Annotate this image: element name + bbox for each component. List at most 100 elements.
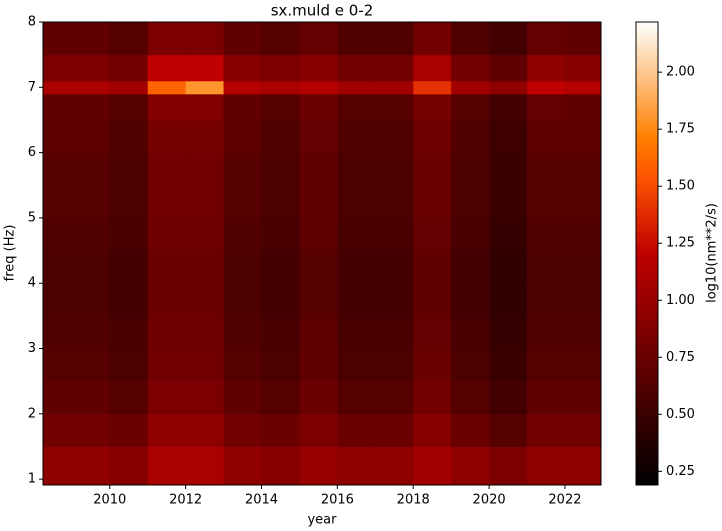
heatmap-cell xyxy=(527,315,566,350)
heatmap-cell xyxy=(109,381,149,415)
heatmap-cell xyxy=(564,185,602,219)
heatmap-cell xyxy=(337,119,376,154)
heatmap-cell xyxy=(223,381,262,415)
heatmap-cell xyxy=(489,93,528,121)
heatmap-cell xyxy=(337,446,376,486)
heatmap-cell xyxy=(413,283,452,317)
heatmap-cell xyxy=(375,348,414,382)
heatmap-cell xyxy=(147,217,187,252)
heatmap-cell xyxy=(71,93,111,121)
heatmap-cell xyxy=(185,152,225,186)
heatmap-cell xyxy=(489,217,528,252)
heatmap-cell xyxy=(109,54,149,82)
heatmap-cell xyxy=(43,315,73,350)
heatmap-cell xyxy=(564,217,602,252)
heatmap-cell xyxy=(185,217,225,252)
colorbar-tick-label: 0.75 xyxy=(666,350,695,365)
heatmap-cell xyxy=(489,22,528,56)
heatmap-cell xyxy=(223,250,262,284)
x-axis-label: year xyxy=(307,513,337,528)
heatmap-cell xyxy=(451,119,490,154)
heatmap-cell xyxy=(489,381,528,415)
heatmap-cell xyxy=(147,315,187,350)
heatmap-cell xyxy=(413,348,452,382)
heatmap-cell xyxy=(185,22,225,56)
heatmap-cell xyxy=(109,315,149,350)
heatmap-cell xyxy=(564,283,602,317)
heatmap-cell xyxy=(489,250,528,284)
heatmap-cell xyxy=(451,22,490,56)
y-tick-label: 6 xyxy=(28,145,36,160)
heatmap-cell xyxy=(185,80,225,95)
heatmap-cell xyxy=(185,381,225,415)
heatmap-cell xyxy=(147,250,187,284)
heatmap-cell xyxy=(261,413,300,447)
y-tick-label: 3 xyxy=(28,341,36,356)
heatmap-cell xyxy=(413,381,452,415)
heatmap-cell xyxy=(223,22,262,56)
heatmap-cell xyxy=(261,381,300,415)
heatmap-cell xyxy=(337,381,376,415)
x-tick-label: 2020 xyxy=(473,493,506,508)
x-tick-label: 2022 xyxy=(548,493,581,508)
heatmap-cell xyxy=(489,80,528,95)
x-tick-label: 2014 xyxy=(245,493,278,508)
heatmap-cell xyxy=(261,22,300,56)
heatmap-cell xyxy=(185,413,225,447)
heatmap-cell xyxy=(489,348,528,382)
heatmap-cell xyxy=(299,381,338,415)
heatmap-cell xyxy=(527,283,566,317)
heatmap-cell xyxy=(375,446,414,486)
heatmap-cell xyxy=(337,80,376,95)
heatmap-cell xyxy=(375,93,414,121)
heatmap-cell xyxy=(261,119,300,154)
heatmap-cell xyxy=(109,22,149,56)
y-tick-label: 8 xyxy=(28,15,36,30)
heatmap-cell xyxy=(147,446,187,486)
colorbar-tick-label: 1.00 xyxy=(666,293,695,308)
heatmap-cell xyxy=(527,185,566,219)
heatmap-cell xyxy=(564,54,602,82)
heatmap-cell xyxy=(147,119,187,154)
heatmap-cell xyxy=(109,413,149,447)
heatmap-cell xyxy=(147,381,187,415)
heatmap-cell xyxy=(43,93,73,121)
heatmap-cell xyxy=(299,119,338,154)
heatmap-cell xyxy=(337,22,376,56)
y-axis-label: freq (Hz) xyxy=(3,225,18,282)
heatmap-cell xyxy=(489,413,528,447)
heatmap-cell xyxy=(413,217,452,252)
heatmap-cell xyxy=(109,119,149,154)
heatmap-cell xyxy=(299,22,338,56)
heatmap-cell xyxy=(413,413,452,447)
heatmap-cell xyxy=(451,54,490,82)
heatmap-cell xyxy=(261,446,300,486)
heatmap-cell xyxy=(375,80,414,95)
heatmap-cell xyxy=(564,80,602,95)
heatmap-cell xyxy=(564,315,602,350)
heatmap-cell xyxy=(337,283,376,317)
heatmap-cell xyxy=(375,381,414,415)
heatmap-cell xyxy=(527,22,566,56)
heatmap-cell xyxy=(337,250,376,284)
colorbar-tick-label: 1.25 xyxy=(666,236,695,251)
heatmap-cell xyxy=(564,250,602,284)
heatmap-cell xyxy=(489,446,528,486)
heatmap-cell xyxy=(413,185,452,219)
heatmap-cell xyxy=(185,119,225,154)
heatmap-cell xyxy=(185,250,225,284)
heatmap-cell xyxy=(527,54,566,82)
heatmap-cell xyxy=(71,413,111,447)
heatmap-cell xyxy=(337,217,376,252)
heatmap-cell xyxy=(147,348,187,382)
heatmap-cell xyxy=(564,22,602,56)
heatmap-cell xyxy=(451,315,490,350)
heatmap-cell xyxy=(564,446,602,486)
heatmap-cell xyxy=(261,93,300,121)
heatmap-cell xyxy=(489,152,528,186)
y-tick-label: 5 xyxy=(28,210,36,225)
heatmap-cell xyxy=(109,250,149,284)
heatmap-cell xyxy=(375,217,414,252)
heatmap-cell xyxy=(299,283,338,317)
heatmap-cell xyxy=(71,446,111,486)
